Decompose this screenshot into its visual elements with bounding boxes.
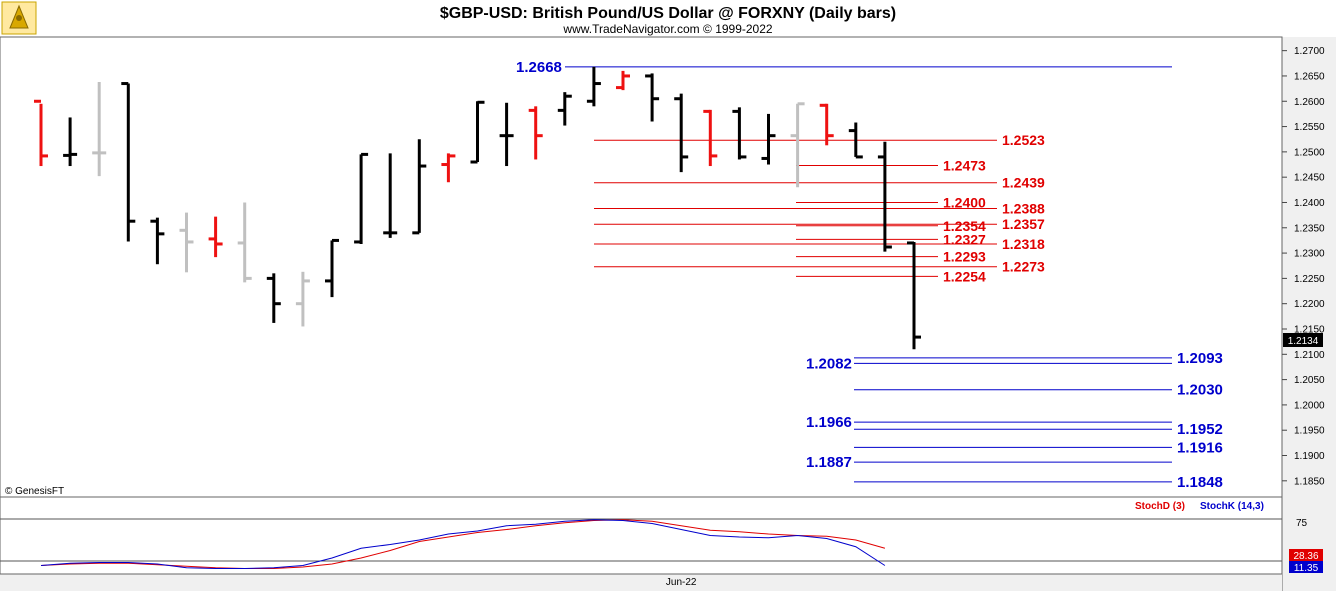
level-label: 1.2318 — [1002, 236, 1045, 252]
level-label: 1.1966 — [806, 414, 852, 431]
ohlc-bar — [63, 117, 78, 167]
ohlc-bar — [92, 82, 107, 177]
ohlc-bar — [34, 99, 48, 167]
chart-copyright: www.TradeNavigator.com © 1999-2022 — [562, 22, 772, 36]
level-label: 1.2030 — [1177, 382, 1223, 399]
time-axis-label: Jun-22 — [666, 577, 697, 588]
ohlc-bar — [616, 70, 630, 91]
genesis-watermark: © GenesisFT — [5, 486, 64, 497]
ohlc-bar — [790, 102, 805, 188]
ohlc-bar — [208, 216, 223, 258]
level-label: 1.2473 — [943, 158, 986, 174]
ohlc-bar — [586, 66, 601, 107]
stoch-series-line — [40, 519, 886, 569]
ohlc-bar — [412, 139, 427, 235]
stochastic-lines — [40, 519, 886, 569]
ohlc-bar — [528, 106, 543, 160]
level-label: 1.1952 — [1177, 421, 1223, 438]
level-label: 1.2523 — [1002, 132, 1045, 148]
price-tick-label: 1.1900 — [1294, 451, 1325, 462]
price-tick-label: 1.2050 — [1294, 375, 1325, 386]
ohlc-bar — [907, 241, 921, 350]
stoch-legend-k: StochK (14,3) — [1200, 501, 1264, 512]
ohlc-bar — [441, 153, 456, 183]
stoch-legend-d: StochD (3) — [1135, 501, 1185, 512]
level-label: 1.2354 — [943, 218, 986, 234]
ohlc-bar — [761, 113, 776, 165]
genesis-logo-icon — [1, 1, 37, 35]
ohlc-bar — [819, 103, 834, 146]
level-label: 1.2293 — [943, 249, 986, 265]
stoch-tick-75: 75 — [1296, 518, 1308, 529]
price-tick-label: 1.2400 — [1294, 198, 1325, 209]
ohlc-bar — [266, 273, 281, 323]
level-label: 1.1887 — [806, 454, 852, 471]
ohlc-bar — [354, 152, 369, 244]
stoch-k-value: 11.35 — [1294, 563, 1319, 574]
stoch-k-badge — [1289, 561, 1323, 573]
stochastic-panel — [0, 496, 1283, 575]
ohlc-bar — [237, 202, 252, 283]
stoch-d-value: 28.36 — [1293, 551, 1318, 562]
time-axis — [0, 574, 1282, 591]
level-label: 1.2093 — [1177, 350, 1223, 367]
price-tick-label: 1.2300 — [1294, 249, 1325, 260]
level-label: 1.2357 — [1002, 216, 1045, 232]
ohlc-bars — [34, 66, 921, 350]
ohlc-bar — [848, 122, 863, 159]
ohlc-bar — [121, 82, 136, 242]
level-label: 1.2273 — [1002, 259, 1045, 275]
ohlc-bar — [179, 212, 194, 273]
price-axis-ticks: 1.2700 1.2650 1.2600 1.2550 1.2500 1.2450 1.24… — [1282, 46, 1325, 487]
last-price-label: 1.2134 — [1288, 336, 1319, 347]
chart-title: $GBP-USD: British Pound/US Dollar @ FORX… — [440, 5, 896, 22]
header-bar — [0, 0, 1336, 37]
price-tick-label: 1.2700 — [1294, 46, 1325, 57]
level-label: 1.2668 — [516, 59, 562, 76]
ohlc-bar — [877, 141, 892, 252]
price-axis — [1282, 37, 1336, 591]
price-tick-label: 1.2500 — [1294, 147, 1325, 158]
stoch-series-line — [40, 519, 886, 569]
ohlc-bar — [470, 100, 485, 164]
ohlc-bar — [499, 102, 514, 167]
price-tick-label: 1.1950 — [1294, 426, 1325, 437]
ohlc-bar — [150, 217, 165, 265]
level-label: 1.2254 — [943, 268, 986, 284]
ohlc-bar — [383, 153, 398, 238]
last-price-badge — [1283, 333, 1323, 347]
price-tick-label: 1.2250 — [1294, 274, 1325, 285]
level-label: 1.2400 — [943, 194, 986, 210]
ohlc-bar — [645, 73, 660, 122]
ohlc-bar — [703, 109, 718, 167]
ohlc-bar — [732, 107, 747, 160]
price-tick-label: 1.2100 — [1294, 350, 1325, 361]
price-tick-label: 1.2450 — [1294, 173, 1325, 184]
ohlc-bar — [295, 271, 310, 327]
ohlc-bar — [674, 93, 689, 173]
price-tick-label: 1.2600 — [1294, 97, 1325, 108]
price-tick-label: 1.2200 — [1294, 299, 1325, 310]
level-label: 1.1916 — [1177, 439, 1223, 456]
price-tick-label: 1.1850 — [1294, 476, 1325, 487]
price-tick-label: 1.2000 — [1294, 400, 1325, 411]
price-tick-label: 1.2350 — [1294, 223, 1325, 234]
level-label: 1.2388 — [1002, 201, 1045, 217]
price-tick-label: 1.2550 — [1294, 122, 1325, 133]
ohlc-bar — [325, 238, 339, 298]
stoch-d-badge — [1289, 549, 1323, 561]
price-tick-label: 1.2150 — [1294, 324, 1325, 335]
level-label: 1.2327 — [943, 231, 986, 247]
ohlc-bar — [557, 92, 572, 126]
level-label: 1.1848 — [1177, 474, 1223, 491]
price-tick-label: 1.2650 — [1294, 71, 1325, 82]
level-label: 1.2082 — [806, 355, 852, 372]
level-label: 1.2439 — [1002, 175, 1045, 191]
